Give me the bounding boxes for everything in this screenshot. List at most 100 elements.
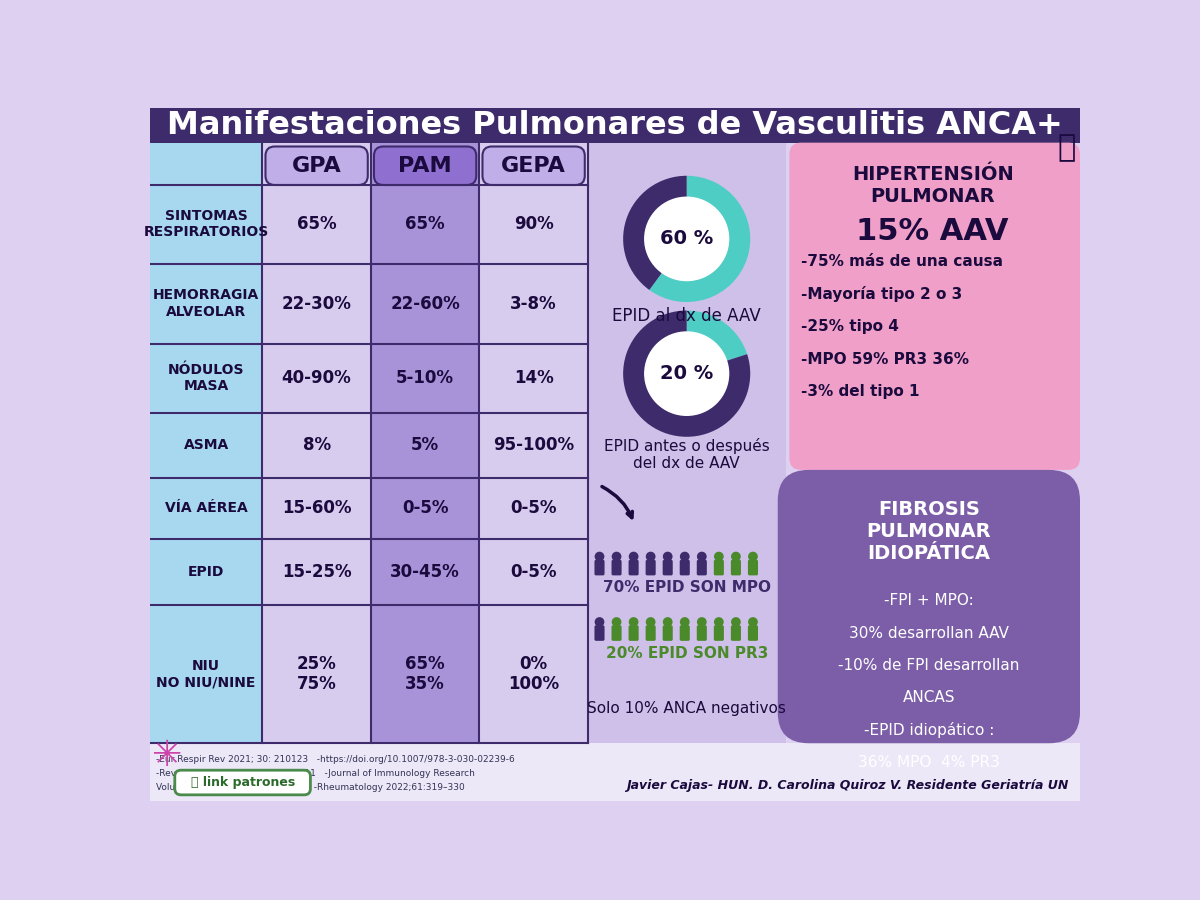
Circle shape [714, 552, 724, 562]
Text: 60 %: 60 % [660, 230, 713, 248]
FancyBboxPatch shape [790, 142, 1080, 470]
Circle shape [662, 552, 672, 562]
Text: 0-5%: 0-5% [402, 500, 449, 518]
Text: HIPERTENSIÓN
PULMONAR: HIPERTENSIÓN PULMONAR [852, 165, 1014, 205]
FancyBboxPatch shape [679, 560, 690, 575]
Text: 3-8%: 3-8% [510, 294, 557, 312]
FancyBboxPatch shape [662, 560, 673, 575]
Bar [479, 142, 588, 743]
Circle shape [731, 617, 740, 626]
FancyBboxPatch shape [594, 560, 605, 575]
Circle shape [646, 617, 655, 626]
Text: VÍA AÉREA: VÍA AÉREA [164, 501, 247, 516]
Circle shape [612, 552, 622, 562]
Text: HEMORRAGIA
ALVEOLAR: HEMORRAGIA ALVEOLAR [154, 289, 259, 319]
Text: -FPI + MPO:: -FPI + MPO: [884, 593, 973, 608]
FancyBboxPatch shape [629, 626, 638, 641]
Text: -Rev Med Chile 2022; 150: 505-511   -Journal of Immunology Research: -Rev Med Chile 2022; 150: 505-511 -Journ… [156, 769, 475, 778]
Text: 36% MPO  4% PR3: 36% MPO 4% PR3 [858, 755, 1000, 770]
FancyBboxPatch shape [662, 626, 673, 641]
Text: 20 %: 20 % [660, 364, 713, 383]
Circle shape [629, 617, 638, 626]
Circle shape [646, 552, 655, 562]
Text: NÓDULOS
MASA: NÓDULOS MASA [168, 364, 245, 393]
Text: ✳: ✳ [152, 739, 182, 773]
Text: 65%: 65% [296, 215, 336, 233]
Text: -EPID idiopático :: -EPID idiopático : [864, 722, 994, 738]
FancyBboxPatch shape [748, 560, 758, 575]
Circle shape [731, 552, 740, 562]
Text: 20% EPID SON PR3: 20% EPID SON PR3 [606, 645, 768, 661]
Text: 22-30%: 22-30% [282, 294, 352, 312]
Circle shape [748, 552, 758, 562]
Bar [150, 743, 1080, 801]
Text: -10% de FPI desarrollan: -10% de FPI desarrollan [838, 658, 1020, 673]
Circle shape [595, 617, 605, 626]
Text: 5-10%: 5-10% [396, 369, 454, 387]
Text: Volume 2022, Article ID 2499404   -Rheumatology 2022;61:319–330: Volume 2022, Article ID 2499404 -Rheumat… [156, 782, 464, 791]
Text: 90%: 90% [514, 215, 553, 233]
Bar [588, 142, 786, 743]
Text: ASMA: ASMA [184, 438, 229, 453]
FancyBboxPatch shape [714, 626, 724, 641]
Text: NIU
NO NIU/NINE: NIU NO NIU/NINE [156, 659, 256, 689]
Circle shape [612, 617, 622, 626]
Circle shape [714, 617, 724, 626]
FancyBboxPatch shape [612, 560, 622, 575]
Circle shape [595, 552, 605, 562]
Bar [263, 142, 371, 743]
Wedge shape [623, 176, 686, 290]
FancyBboxPatch shape [374, 147, 476, 185]
FancyBboxPatch shape [714, 560, 724, 575]
FancyBboxPatch shape [778, 470, 1080, 743]
Text: EPID antes o después
del dx de AAV: EPID antes o después del dx de AAV [604, 437, 769, 472]
Circle shape [644, 196, 730, 281]
Text: 14%: 14% [514, 369, 553, 387]
Text: EPID al dx de AAV: EPID al dx de AAV [612, 307, 761, 325]
Bar [371, 142, 479, 743]
Circle shape [680, 552, 690, 562]
Text: Solo 10% ANCA negativos: Solo 10% ANCA negativos [587, 701, 786, 716]
Text: 0-5%: 0-5% [510, 500, 557, 518]
Wedge shape [649, 176, 750, 302]
Text: 65%: 65% [406, 215, 445, 233]
Text: Javier Cajas- HUN. D. Carolina Quiroz V. Residente Geriatría UN: Javier Cajas- HUN. D. Carolina Quiroz V.… [626, 779, 1069, 792]
Text: SINTOMAS
RESPIRATORIOS: SINTOMAS RESPIRATORIOS [144, 209, 269, 239]
FancyBboxPatch shape [697, 560, 707, 575]
Wedge shape [686, 310, 748, 374]
Text: -75% más de una causa: -75% más de una causa [802, 255, 1003, 269]
Text: 30-45%: 30-45% [390, 562, 460, 580]
Text: 5%: 5% [412, 436, 439, 454]
FancyBboxPatch shape [612, 626, 622, 641]
FancyBboxPatch shape [697, 626, 707, 641]
Text: 15-60%: 15-60% [282, 500, 352, 518]
Text: 0%
100%: 0% 100% [508, 654, 559, 693]
FancyBboxPatch shape [646, 626, 655, 641]
Text: 95-100%: 95-100% [493, 436, 574, 454]
Circle shape [697, 552, 707, 562]
Text: EPID: EPID [188, 565, 224, 579]
Text: PAM: PAM [398, 156, 452, 176]
Circle shape [629, 552, 638, 562]
Text: 15-25%: 15-25% [282, 562, 352, 580]
Text: -Eur Respir Rev 2021; 30: 210123   -https://doi.org/10.1007/978-3-030-02239-6: -Eur Respir Rev 2021; 30: 210123 -https:… [156, 755, 515, 764]
FancyBboxPatch shape [482, 147, 584, 185]
Text: GPA: GPA [292, 156, 342, 176]
Circle shape [644, 331, 730, 416]
Text: 65%
35%: 65% 35% [406, 654, 445, 693]
Wedge shape [623, 310, 750, 436]
Text: 8%: 8% [302, 436, 331, 454]
Text: 🔗 link patrones: 🔗 link patrones [191, 776, 295, 789]
FancyBboxPatch shape [679, 626, 690, 641]
Text: 25%
75%: 25% 75% [296, 654, 336, 693]
Circle shape [662, 617, 672, 626]
Bar [150, 108, 1080, 142]
Circle shape [748, 617, 758, 626]
Circle shape [697, 617, 707, 626]
FancyBboxPatch shape [731, 626, 740, 641]
Text: -Mayoría tipo 2 o 3: -Mayoría tipo 2 o 3 [802, 286, 962, 302]
Text: 22-60%: 22-60% [390, 294, 460, 312]
Text: -25% tipo 4: -25% tipo 4 [802, 320, 899, 334]
Text: GEPA: GEPA [502, 156, 566, 176]
Text: FIBROSIS
PULMONAR
IDIOPÁTICA: FIBROSIS PULMONAR IDIOPÁTICA [866, 500, 991, 563]
